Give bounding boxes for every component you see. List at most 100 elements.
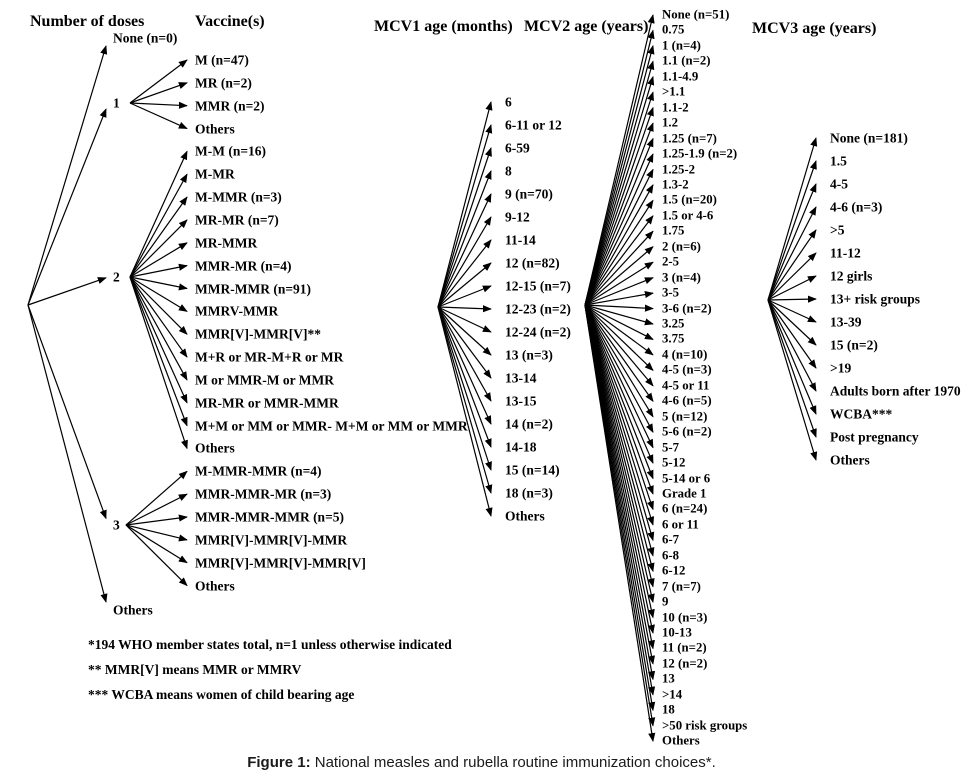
node-label: 2 (113, 269, 120, 285)
node-label: 5 (n=12) (662, 409, 708, 424)
column-header-mcv1: MCV1 age (months) (374, 18, 513, 35)
node-label: 11-12 (830, 245, 861, 261)
node-label: 3 (113, 517, 120, 533)
footnote-2: ** MMR[V] means MMR or MMRV (88, 662, 302, 677)
node-label: 8 (505, 163, 512, 179)
node-label: 5-14 or 6 (662, 471, 711, 486)
node-label: 4-5 (830, 176, 848, 192)
node-label: 6-11 or 12 (505, 117, 562, 133)
node-label: 12-23 (n=2) (505, 301, 571, 317)
node-label: 5-6 (n=2) (662, 424, 712, 439)
node-label: MMRV-MMR (195, 303, 279, 319)
node-label: 13+ risk groups (830, 291, 920, 307)
node-label: 4 (n=10) (662, 347, 708, 362)
node-label: M+M or MM or MMR- M+M or MM or MMR (195, 417, 468, 433)
node-label: Post pregnancy (830, 429, 919, 445)
node-label: 3-6 (n=2) (662, 301, 712, 316)
node-label: 1 (113, 95, 120, 111)
footnote-1: *194 WHO member states total, n=1 unless… (88, 637, 452, 652)
node-label: 12-24 (n=2) (505, 324, 571, 340)
node-label: MR (n=2) (195, 75, 252, 91)
node-label: 15 (n=2) (830, 337, 878, 353)
node-label: Others (113, 602, 153, 618)
node-label: 1.25-2 (662, 162, 696, 177)
node-label: 3.25 (662, 316, 685, 331)
node-label: 1.25-1.9 (n=2) (662, 146, 738, 161)
node-label: 1.75 (662, 223, 685, 238)
node-label: 1.1-4.9 (662, 69, 699, 84)
node-label: MR-MMR (195, 235, 258, 251)
node-label: M-MMR (n=3) (195, 189, 282, 205)
figure-caption: Figure 1: National measles and rubella r… (0, 754, 963, 771)
node-label: 9 (n=70) (505, 186, 553, 202)
column-header-mcv2: MCV2 age (years) (524, 18, 649, 35)
node-label: 1.5 (830, 153, 847, 169)
node-label: 6-7 (662, 532, 680, 547)
node-label: 4-6 (n=3) (830, 199, 883, 215)
node-label: MMR[V]-MMR[V]** (195, 326, 321, 342)
node-label: None (n=181) (830, 130, 908, 146)
node-label: 3-5 (662, 285, 680, 300)
node-label: Others (830, 452, 870, 468)
node-label: 11-14 (505, 232, 536, 248)
node-label: 10-13 (662, 625, 692, 640)
node-label: MMR (n=2) (195, 97, 265, 113)
node-label: 1.1 (n=2) (662, 53, 711, 68)
node-label: 18 (n=3) (505, 485, 553, 501)
node-label: MMR-MMR-MR (n=3) (195, 486, 332, 502)
node-label: 5-7 (662, 440, 680, 455)
node-label: 6-12 (662, 563, 686, 578)
node-label: Others (505, 508, 545, 524)
node-label: WCBA*** (830, 406, 893, 422)
node-label: 13-39 (830, 314, 862, 330)
node-label: 10 (n=3) (662, 610, 708, 625)
node-label: 9 (662, 594, 669, 609)
node-label: 6-59 (505, 140, 530, 156)
node-label: 12 girls (830, 268, 873, 284)
node-label: 4-5 or 11 (662, 378, 710, 393)
node-label: >14 (662, 687, 683, 702)
node-label: 5-12 (662, 455, 686, 470)
node-label: >1.1 (662, 84, 686, 99)
node-label: 6 (505, 94, 512, 110)
node-label: Others (195, 577, 235, 593)
node-label: MMR-MMR-MMR (n=5) (195, 509, 345, 525)
node-label: MMR[V]-MMR[V]-MMR (195, 532, 348, 548)
node-label: 12-15 (n=7) (505, 278, 571, 294)
caption-text: National measles and rubella routine imm… (310, 754, 716, 771)
node-label: MMR-MR (n=4) (195, 257, 292, 273)
node-label: 2-5 (662, 254, 680, 269)
node-label: 1.5 or 4-6 (662, 208, 714, 223)
node-label: >50 risk groups (662, 718, 748, 733)
node-label: 2 (n=6) (662, 239, 701, 254)
node-label: >5 (830, 222, 845, 238)
node-label: 1.1-2 (662, 100, 689, 115)
node-label: MMR-MMR (n=91) (195, 280, 312, 296)
node-label: 7 (n=7) (662, 579, 701, 594)
node-label: 6-8 (662, 548, 680, 563)
node-label: 1 (n=4) (662, 38, 701, 53)
node-label: 0.75 (662, 23, 685, 38)
node-label: M-M (n=16) (195, 143, 267, 159)
node-label: 1.5 (n=20) (662, 192, 717, 207)
node-label: 14 (n=2) (505, 416, 553, 432)
node-label: MR-MR or MMR-MMR (195, 395, 339, 410)
node-label: 9-12 (505, 209, 530, 225)
node-label: M-MR (195, 166, 235, 182)
node-label: 14-18 (505, 439, 537, 455)
column-header-doses: Number of doses (30, 13, 145, 30)
node-label: M or MMR-M or MMR (195, 372, 334, 388)
node-label: 15 (n=14) (505, 462, 560, 478)
node-label: M-MMR-MMR (n=4) (195, 463, 322, 479)
node-label: 3 (n=4) (662, 270, 701, 285)
node-label: Others (195, 440, 235, 456)
node-label: 1.3-2 (662, 177, 689, 192)
node-label: None (n=51) (662, 7, 730, 22)
node-label: 13-14 (505, 370, 537, 386)
node-label: 3.75 (662, 332, 685, 347)
node-label: 13 (n=3) (505, 347, 553, 363)
column-header-vaccines: Vaccine(s) (195, 13, 265, 30)
node-label: 4-6 (n=5) (662, 393, 712, 408)
node-label: Adults born after 1970 (830, 383, 961, 399)
node-label: 12 (n=82) (505, 255, 560, 271)
